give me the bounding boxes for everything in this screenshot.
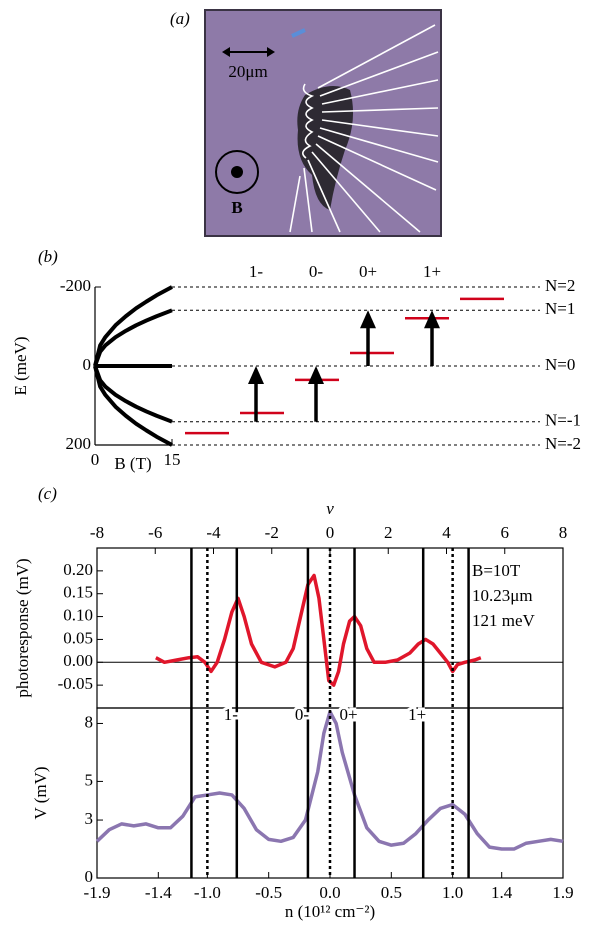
panel-a: (a) 20μm B [170,9,442,237]
level-label: N=0 [545,355,575,374]
y-tick-label: 0.15 [63,583,93,602]
y-tick-label: 200 [66,434,92,453]
transition-label: 0- [309,262,324,281]
field-dot [231,166,243,178]
x-axis-label: n (10¹² cm⁻²) [285,902,375,921]
data-line [155,573,482,687]
x-tick-label: 15 [164,450,181,469]
contacts [289,24,439,233]
field-symbol [215,150,259,194]
y-tick-label: -0.05 [58,674,93,693]
y-tick-label: 0.00 [63,651,93,670]
x2-tick-label: 0 [326,523,335,542]
arrow-head [308,366,324,384]
x2-tick-label: 4 [442,523,451,542]
x-tick-label: 0.5 [381,883,402,902]
x-tick-label: 0 [91,450,100,469]
x2-tick-label: 2 [384,523,393,542]
annotation: 10.23μm [472,586,533,605]
y-tick-label: 3 [85,809,94,828]
x-tick-label: -1.4 [145,883,172,902]
data-line [95,710,564,851]
y-tick-label: 5 [85,770,94,789]
y-axis-label: E (meV) [11,336,30,395]
y-tick-label: 8 [85,712,94,731]
y-tick-label: -200 [60,276,91,295]
x-tick-label: -0.5 [255,883,282,902]
data-line [93,308,173,367]
y-tick-label: 0 [85,867,94,886]
panel-label: (c) [38,484,57,503]
level-label: N=-1 [545,411,581,430]
x-tick-label: 0.0 [319,883,340,902]
arrow-head [360,310,376,329]
x2-tick-label: -2 [265,523,279,542]
x2-tick-label: -4 [206,523,221,542]
level-label: N=2 [545,276,575,295]
x2-tick-label: 6 [501,523,510,542]
plot-frame [96,707,564,879]
transition-label: 0- [295,705,310,724]
x-tick-label: -1.9 [84,883,111,902]
level-label: N=1 [545,299,575,318]
data-line [93,365,173,424]
transition-label: 1- [224,705,239,724]
y-tick-label: 0 [83,355,92,374]
transition-label: 1+ [423,262,441,281]
arrow-head [248,366,264,384]
x-tick-label: -1.0 [194,883,221,902]
scale-bar-label: 20μm [228,62,267,81]
x-axis-label: B (T) [114,454,151,473]
annotation: B=10T [472,561,521,580]
transition-label: 1+ [408,705,426,724]
y-axis-label: V (mV) [31,766,50,819]
flake [297,86,354,210]
data-line [93,365,173,447]
x2-tick-label: -6 [148,523,162,542]
x-tick-label: 1.0 [442,883,463,902]
data-line [93,285,173,367]
x2-tick-label: -8 [90,523,104,542]
field-label: B [231,198,242,217]
transition-label: 1- [249,262,264,281]
y-tick-label: 0.05 [63,628,93,647]
level-label: N=-2 [545,434,581,453]
annotation: 121 meV [472,611,536,630]
x-tick-label: 1.4 [491,883,513,902]
transition-label: 0+ [339,705,357,724]
x2-axis-label: ν [326,499,334,518]
debris [291,28,306,38]
arrow-head [424,310,440,329]
panel-label: (b) [38,247,58,266]
y-tick-label: 0.20 [63,560,93,579]
panel-label: (a) [170,9,190,28]
y-tick-label: 0.10 [63,605,93,624]
x-tick-label: 1.9 [552,883,573,902]
x2-tick-label: 8 [559,523,568,542]
transition-label: 0+ [359,262,377,281]
y-axis-label: photoresponse (mV) [13,558,32,697]
